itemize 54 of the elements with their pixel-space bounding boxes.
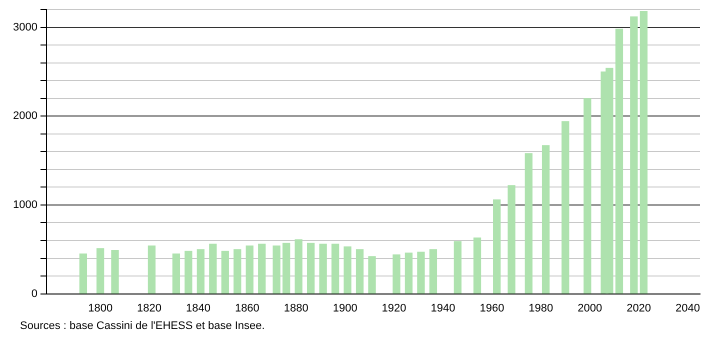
bar <box>508 185 516 294</box>
bar <box>429 249 438 294</box>
x-tick-label: 1980 <box>528 302 554 314</box>
x-tick-label: 2000 <box>578 302 602 314</box>
bar <box>272 246 280 294</box>
bar <box>417 252 425 294</box>
bar <box>319 244 327 294</box>
source-note: Sources : base Cassini de l'EHESS et base Insee. <box>20 320 265 332</box>
bar <box>209 244 217 294</box>
x-tick-label: 1960 <box>480 302 504 314</box>
bar <box>148 246 156 294</box>
bar <box>196 249 205 294</box>
bar <box>246 246 254 294</box>
bar <box>562 121 570 294</box>
x-tick-label: 1800 <box>88 302 113 314</box>
bar <box>640 11 648 294</box>
bar <box>454 241 462 294</box>
y-tick-label: 0 <box>31 288 38 300</box>
bar <box>258 244 266 294</box>
bar <box>221 250 229 294</box>
x-tick-label: 1900 <box>332 302 358 314</box>
bar <box>79 254 88 294</box>
bar <box>473 238 482 294</box>
bar <box>392 254 400 294</box>
bar <box>344 246 352 294</box>
bar <box>294 239 302 294</box>
x-tick-label: 1820 <box>137 302 162 314</box>
x-tick-label: 1840 <box>186 302 210 314</box>
bar <box>184 250 192 294</box>
bar <box>172 254 180 294</box>
bar <box>111 250 119 294</box>
bar <box>615 28 624 294</box>
bar <box>493 199 501 294</box>
bar <box>630 16 638 294</box>
bar <box>356 249 364 294</box>
bar <box>282 242 290 294</box>
bar <box>306 242 315 294</box>
bar <box>404 252 413 294</box>
bar <box>584 98 592 294</box>
bar <box>331 244 340 294</box>
y-tick-label: 3000 <box>12 21 38 34</box>
bar <box>524 153 532 294</box>
y-tick-label: 2000 <box>12 110 38 122</box>
x-tick-label: 1860 <box>234 302 260 314</box>
x-tick-label: 2040 <box>676 302 700 314</box>
x-tick-label: 2020 <box>626 302 652 314</box>
y-tick-label: 1000 <box>12 199 38 212</box>
bar <box>234 249 242 294</box>
x-tick-label: 1920 <box>382 302 406 314</box>
bar <box>368 256 376 294</box>
bar <box>96 248 104 294</box>
x-tick-label: 1880 <box>284 302 308 314</box>
x-tick-label: 1940 <box>430 302 456 314</box>
bar <box>542 145 550 294</box>
